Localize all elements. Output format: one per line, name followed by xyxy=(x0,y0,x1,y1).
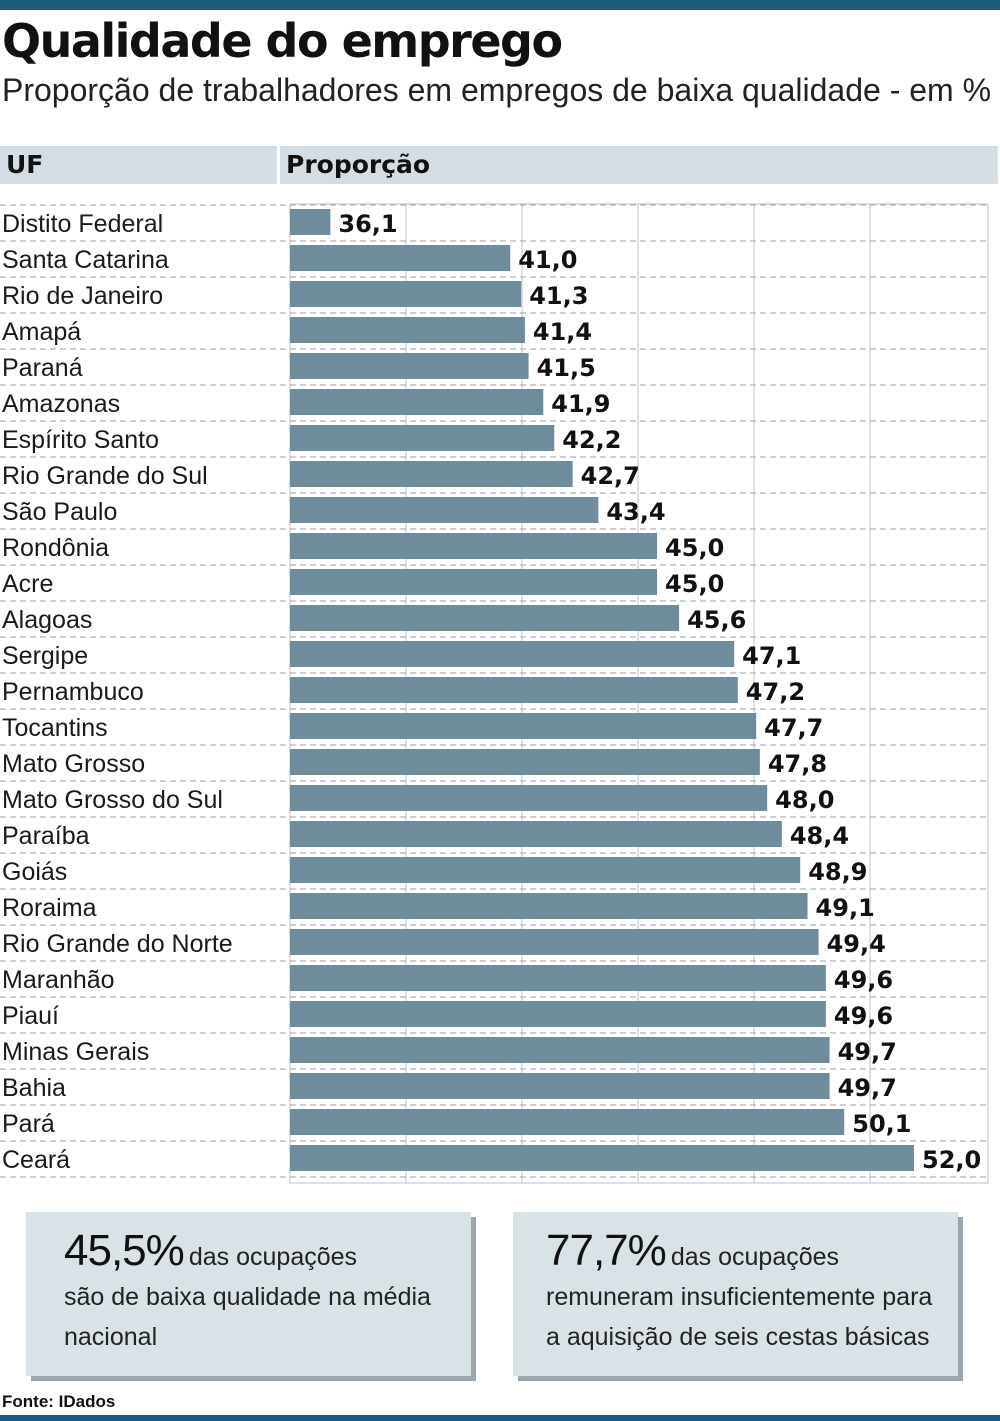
bar xyxy=(290,353,529,379)
stat-description: são de baixa qualidade na média nacional xyxy=(64,1283,431,1351)
category-label: Mato Grosso do Sul xyxy=(2,786,223,814)
data-label: 48,0 xyxy=(775,786,834,814)
category-label: Espírito Santo xyxy=(2,426,159,454)
bar xyxy=(290,821,782,847)
stat-box-line: 45,5% das ocupações xyxy=(64,1226,471,1277)
category-label: Rio de Janeiro xyxy=(2,282,163,310)
category-label: Minas Gerais xyxy=(2,1038,149,1066)
category-label: Amazonas xyxy=(2,390,120,418)
data-label: 47,2 xyxy=(746,678,805,706)
data-label: 47,8 xyxy=(768,750,827,778)
bar xyxy=(290,209,331,235)
bar xyxy=(290,317,525,343)
bar xyxy=(290,425,555,451)
stat-percentage: 45,5% xyxy=(64,1226,185,1275)
data-label: 49,6 xyxy=(834,1002,893,1030)
category-label: Tocantins xyxy=(2,714,108,742)
data-label: 52,0 xyxy=(922,1146,981,1174)
category-label: Goiás xyxy=(2,858,67,886)
stat-box-line: 77,7% das ocupações xyxy=(546,1226,958,1277)
bar xyxy=(290,749,760,775)
data-label: 48,4 xyxy=(790,822,849,850)
category-label: Santa Catarina xyxy=(2,246,169,274)
category-label: Maranhão xyxy=(2,966,115,994)
data-label: 50,1 xyxy=(852,1110,911,1138)
data-label: 41,0 xyxy=(518,246,577,274)
bar xyxy=(290,569,658,595)
chart-title: Qualidade do emprego xyxy=(2,14,563,68)
bar xyxy=(290,1073,830,1099)
chart-subtitle: Proporção de trabalhadores em empregos d… xyxy=(2,72,992,108)
bar xyxy=(290,641,735,667)
category-label: Bahia xyxy=(2,1074,66,1102)
bar xyxy=(290,677,738,703)
data-label: 45,6 xyxy=(687,606,746,634)
data-label: 36,1 xyxy=(338,210,397,238)
bar xyxy=(290,785,768,811)
bar xyxy=(290,533,658,559)
category-label: Mato Grosso xyxy=(2,750,145,778)
bar xyxy=(290,497,599,523)
source-note: Fonte: IDados xyxy=(2,1392,116,1411)
data-label: 49,7 xyxy=(838,1038,897,1066)
bar xyxy=(290,713,757,739)
bar xyxy=(290,929,819,955)
bar xyxy=(290,389,544,415)
category-label: Paraná xyxy=(2,354,83,382)
category-label: Roraima xyxy=(2,894,97,922)
data-label: 49,6 xyxy=(834,966,893,994)
category-label: Distito Federal xyxy=(2,210,163,238)
data-label: 47,1 xyxy=(742,642,801,670)
bar xyxy=(290,1001,826,1027)
category-label: Pernambuco xyxy=(2,678,144,706)
data-label: 45,0 xyxy=(665,534,724,562)
stat-percentage: 77,7% xyxy=(546,1226,667,1275)
data-label: 41,4 xyxy=(533,318,592,346)
category-label: Ceará xyxy=(2,1146,70,1174)
bottom-accent-bar xyxy=(0,1415,1000,1421)
data-label: 41,5 xyxy=(537,354,596,382)
category-label: Piauí xyxy=(2,1002,59,1030)
bar xyxy=(290,281,522,307)
category-label: Sergipe xyxy=(2,642,88,670)
data-label: 42,2 xyxy=(562,426,621,454)
bar xyxy=(290,893,808,919)
column-header-proportion: Proporção xyxy=(280,146,998,184)
stat-box-national-average: 45,5% das ocupações são de baixa qualida… xyxy=(26,1212,471,1376)
bar xyxy=(290,1037,830,1063)
data-label: 48,9 xyxy=(808,858,867,886)
data-label: 49,4 xyxy=(827,930,886,958)
bar xyxy=(290,1145,914,1171)
category-label: Pará xyxy=(2,1110,55,1138)
data-label: 47,7 xyxy=(764,714,823,742)
stat-box-wages: 77,7% das ocupações remuneram insuficien… xyxy=(513,1212,958,1376)
bar xyxy=(290,1109,845,1135)
category-label: Rio Grande do Norte xyxy=(2,930,233,958)
bar xyxy=(290,245,511,271)
category-label: Amapá xyxy=(2,318,81,346)
data-label: 49,1 xyxy=(816,894,875,922)
stat-description-start: das ocupações xyxy=(188,1243,358,1271)
stat-description: remuneram insuficientemente para a aquis… xyxy=(546,1283,933,1351)
data-label: 45,0 xyxy=(665,570,724,598)
bar-chart: Distito Federal 36,1 Santa Catarina 41,0 Rio… xyxy=(0,203,989,1184)
data-label: 41,9 xyxy=(551,390,610,418)
data-label: 49,7 xyxy=(838,1074,897,1102)
bar xyxy=(290,605,680,631)
top-accent-bar xyxy=(0,0,1000,10)
category-label: Paraíba xyxy=(2,822,90,850)
category-label: Rio Grande do Sul xyxy=(2,462,208,490)
stat-description-start: das ocupações xyxy=(670,1243,840,1271)
category-label: Rondônia xyxy=(2,534,109,562)
data-label: 42,7 xyxy=(581,462,640,490)
bar xyxy=(290,965,826,991)
category-label: São Paulo xyxy=(2,498,117,526)
data-label: 41,3 xyxy=(529,282,588,310)
bar xyxy=(290,461,573,487)
category-label: Alagoas xyxy=(2,606,92,634)
column-header-uf: UF xyxy=(0,146,277,184)
data-label: 43,4 xyxy=(606,498,665,526)
category-label: Acre xyxy=(2,570,53,598)
bar xyxy=(290,857,801,883)
